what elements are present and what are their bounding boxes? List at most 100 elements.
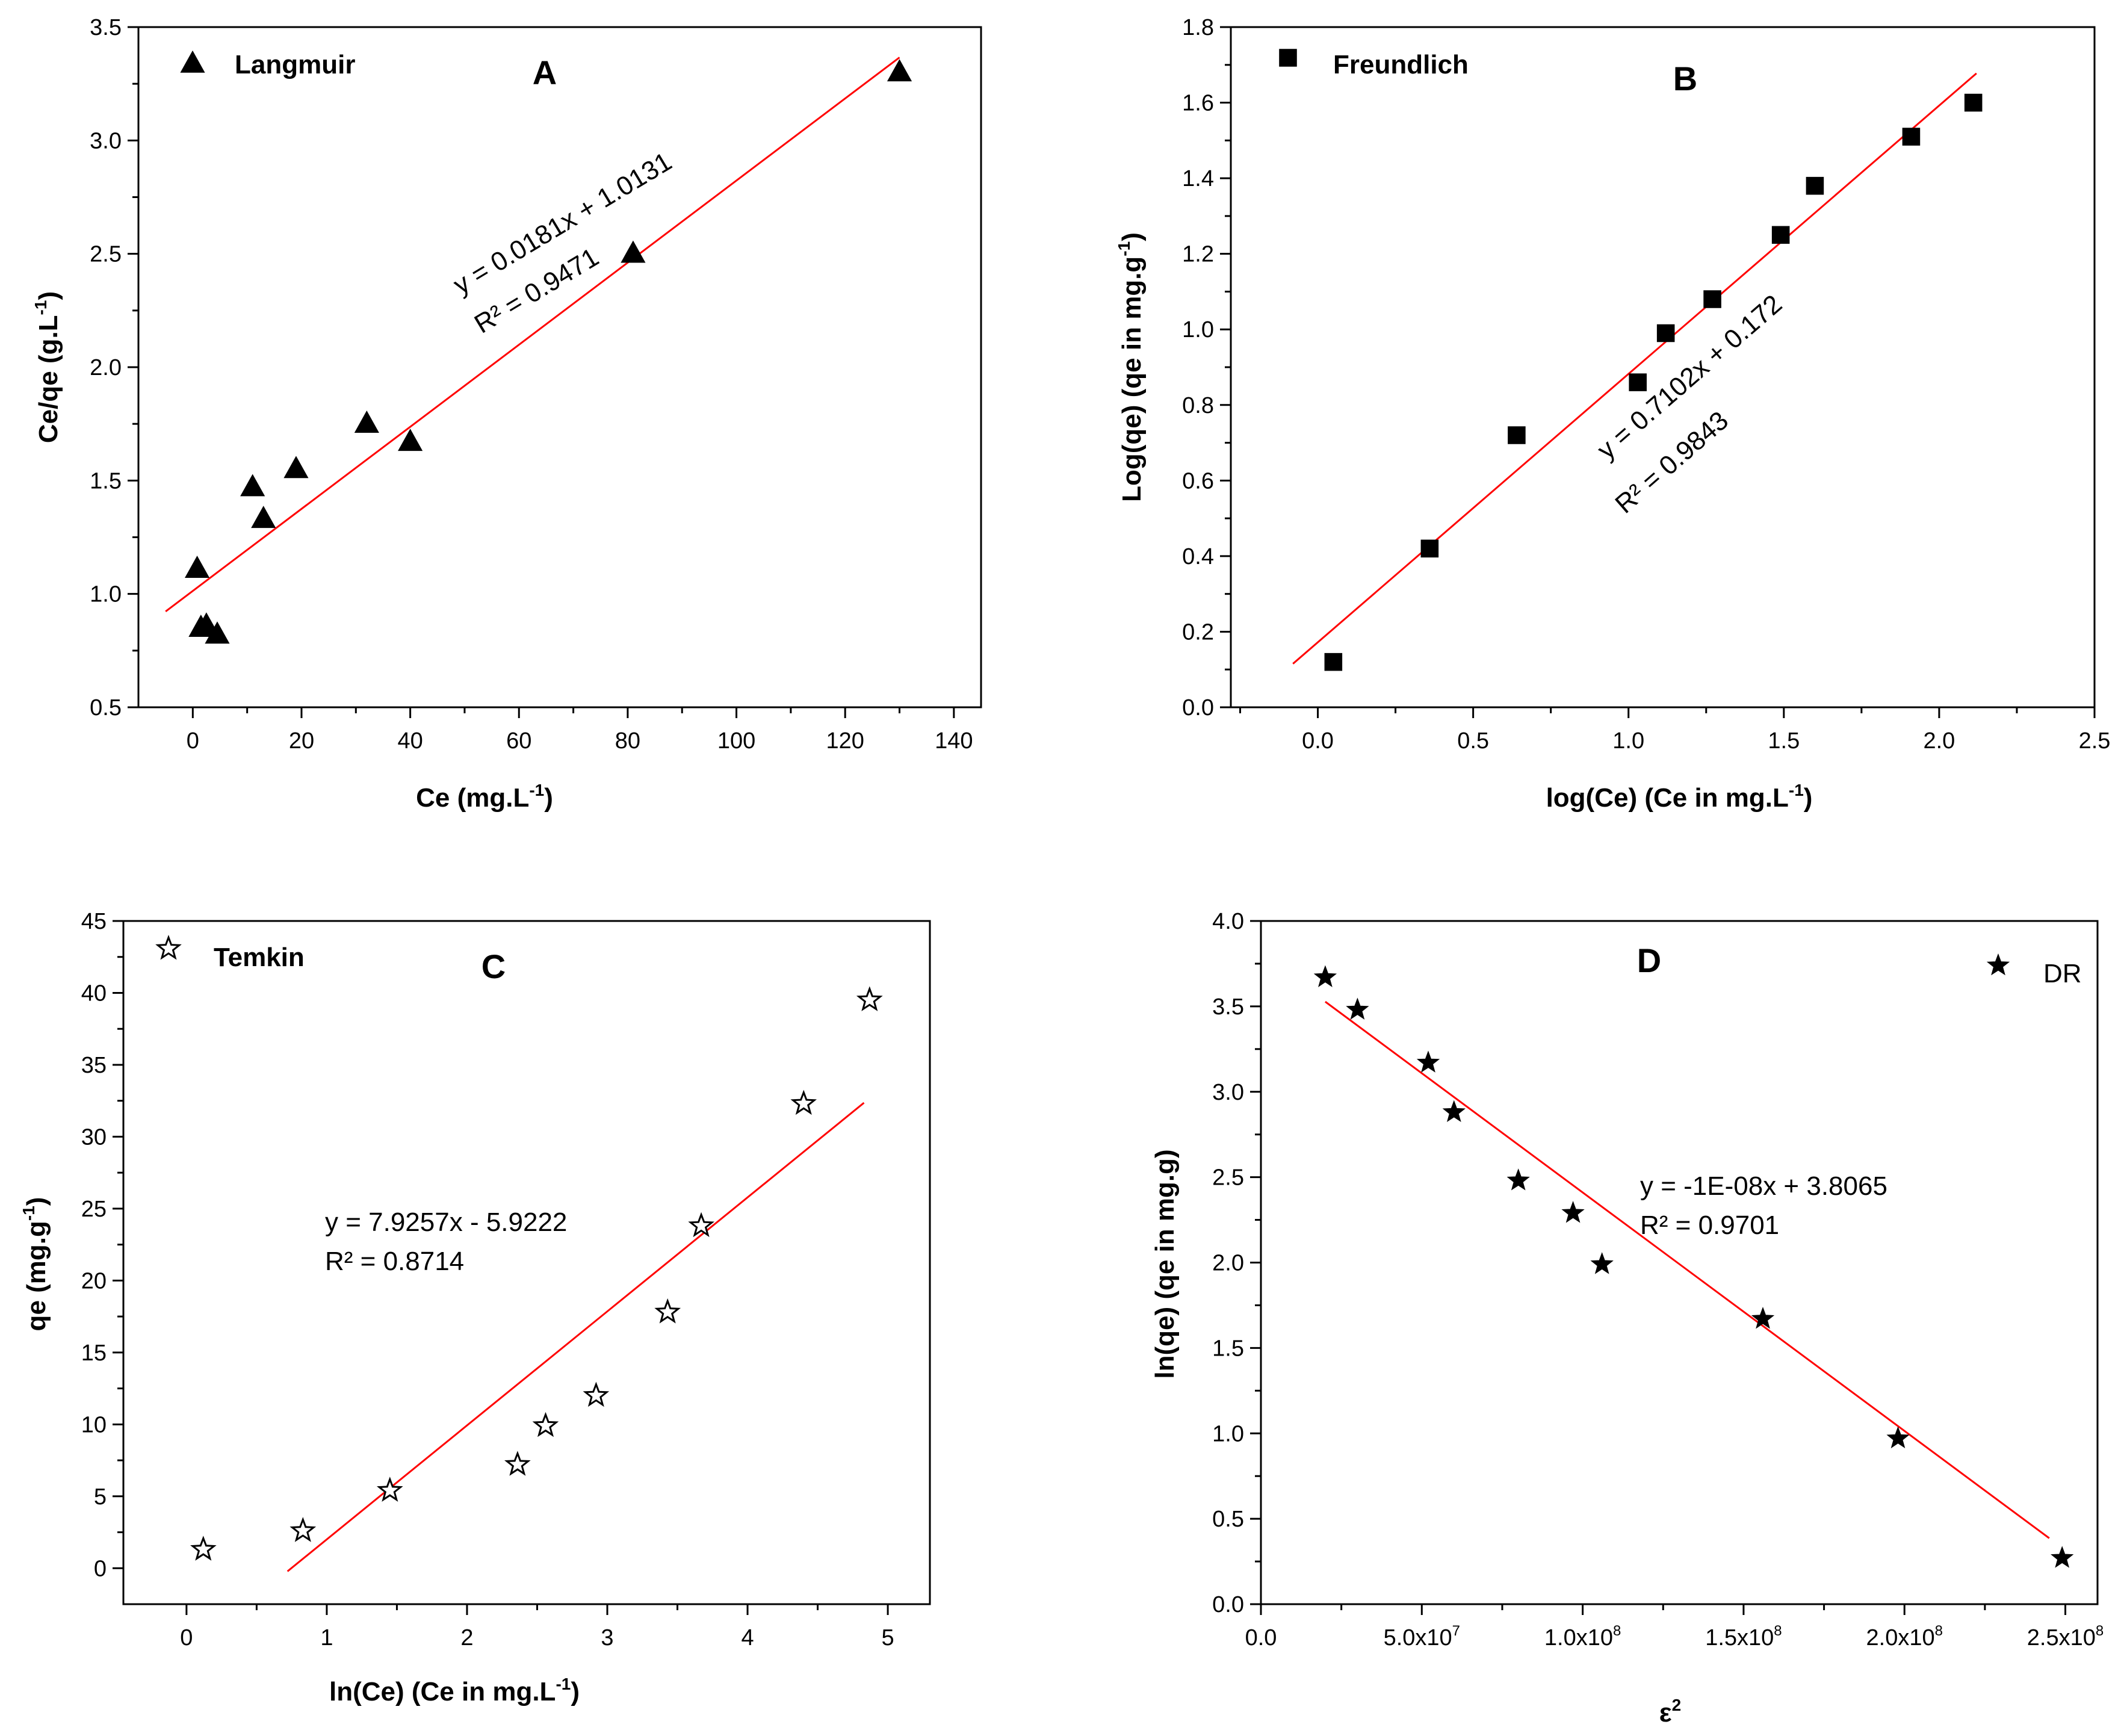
- x-tick-label-text: 0.0: [1302, 728, 1334, 754]
- x-axis-title: log(Ce) (Ce in mg.L-1): [1546, 781, 1813, 813]
- y-tick-label: 0: [94, 1556, 107, 1581]
- x-axis-title: Ce (mg.L-1): [416, 781, 553, 813]
- panel-B: 0.0 0.5 1.0 1.5 2.0 2.5 0.0 0.2 0.4 0.6 0.8 1.0 1.2 1…: [1115, 15, 2110, 813]
- panel-label: B: [1673, 60, 1697, 98]
- fit-equation: y = -1E-08x + 3.8065: [1640, 1171, 1887, 1201]
- x-tick-label: 0: [180, 1625, 193, 1651]
- x-tick-label-text: 20: [289, 728, 314, 754]
- y-tick-label: 2.0: [1212, 1251, 1244, 1276]
- data-point: [205, 621, 230, 644]
- panel-D: 0.0 5.0x107 1.0x108 1.5x108 2.0x108 2.5x1080.…: [1150, 909, 2104, 1728]
- x-tick-label-text: 0.0: [1245, 1625, 1277, 1651]
- x-tick-label-text: 120: [826, 728, 864, 754]
- data-point: [184, 556, 210, 578]
- x-tick-label: 0.0: [1302, 728, 1334, 754]
- data-point: [251, 506, 276, 529]
- xlabel-title-sup: -1: [556, 1675, 571, 1693]
- data-point: [398, 429, 423, 451]
- y-tick-label: 1.4: [1182, 166, 1214, 191]
- x-tick-label-text: 1.0: [1612, 728, 1644, 754]
- data-point: [1806, 176, 1824, 195]
- fit-line: [165, 57, 900, 613]
- plot-frame: [1260, 920, 2099, 1605]
- x-tick-label: 2.0: [1923, 728, 1955, 754]
- x-tick-label-text: 5.0x10: [1384, 1625, 1452, 1651]
- x-tick-label-text: 2.0x10: [1866, 1625, 1935, 1651]
- fit-r-squared: R² = 0.8714: [325, 1247, 464, 1276]
- x-tick-label: 2.0x108: [1866, 1623, 1943, 1651]
- x-tick-label-text: 0.5: [1457, 728, 1489, 754]
- data-point: [1902, 128, 1921, 146]
- data-point: [654, 1298, 681, 1324]
- ylabel-title-text: Log(qe) (qe in mg.g: [1117, 256, 1147, 502]
- y-tick-label: 1.2: [1182, 242, 1214, 267]
- x-tick-label-text: 1.5: [1768, 728, 1800, 754]
- x-tick-label-text: 2.5x10: [2027, 1625, 2096, 1651]
- ylabel-title-tail: ): [1117, 232, 1147, 241]
- panel-A: 0 20 40 60 80 100 120 140 0.5 1.0 1.5 2.0 2.5 3.0 3.5 C…: [31, 15, 982, 813]
- x-tick-label: 80: [615, 728, 640, 754]
- data-point: [283, 456, 309, 479]
- y-tick-label: 1.0: [1182, 317, 1214, 343]
- ylabel-title-sup: -1: [19, 1206, 38, 1221]
- data-point: [1324, 653, 1343, 671]
- ylabel-title-sup: -1: [1115, 241, 1133, 256]
- y-tick-label: 1.8: [1182, 15, 1214, 40]
- x-tick-label: 140: [935, 728, 973, 754]
- x-tick-label: 120: [826, 728, 864, 754]
- x-tick-label-text: 2: [460, 1625, 473, 1651]
- y-axis-title: Log(qe) (qe in mg.g-1): [1115, 232, 1147, 502]
- y-tick-label: 3.5: [1212, 994, 1244, 1020]
- x-tick-label: 4: [741, 1625, 754, 1651]
- y-tick-label: 0.2: [1182, 619, 1214, 645]
- y-tick-label: 0.0: [1212, 1592, 1244, 1617]
- y-tick-label: 20: [81, 1268, 107, 1294]
- y-tick-label: 40: [81, 981, 107, 1006]
- x-tick-label: 1.0x108: [1544, 1623, 1621, 1651]
- xlabel-title-text: log(Ce) (Ce in mg.L: [1546, 783, 1789, 813]
- x-axis-title: ε2: [1659, 1696, 1681, 1728]
- data-point: [1886, 1426, 1910, 1449]
- xlabel-title-sup: 2: [1672, 1696, 1682, 1714]
- y-tick-label: 1.5: [1212, 1336, 1244, 1361]
- y-tick-label: 0.5: [1212, 1507, 1244, 1532]
- xlabel-title-text: ln(Ce) (Ce in mg.L: [329, 1677, 556, 1707]
- svg-text:Log(qe) (qe in mg.g-1): Log(qe) (qe in mg.g-1): [1115, 232, 1147, 502]
- x-tick-label-sup: 8: [1613, 1623, 1621, 1639]
- data-point: [2051, 1546, 2074, 1568]
- y-tick-label: 1.6: [1182, 91, 1214, 116]
- x-tick-label: 100: [717, 728, 755, 754]
- data-point: [1629, 373, 1647, 391]
- x-tick-label-sup: 8: [1935, 1623, 1943, 1639]
- x-tick-label-text: 1.0x10: [1544, 1625, 1613, 1651]
- data-point: [688, 1212, 714, 1238]
- ylabel-title-text: Ce/qe (g.L: [34, 315, 63, 443]
- y-tick-label: 0.4: [1182, 544, 1214, 569]
- y-axis-title: qe (mg.g-1): [19, 1197, 51, 1331]
- data-point: [1420, 539, 1439, 558]
- y-tick-label: 0.5: [90, 695, 122, 721]
- ylabel-title-text: ln(qe) (qe in mg.g): [1150, 1149, 1180, 1378]
- x-tick-label-text: 80: [615, 728, 640, 754]
- y-tick-label: 2.5: [1212, 1165, 1244, 1191]
- svg-text:ln(qe) (qe in mg.g): ln(qe) (qe in mg.g): [1150, 1149, 1180, 1378]
- x-tick-label-sup: 8: [1774, 1623, 1782, 1639]
- svg-text:qe (mg.g-1): qe (mg.g-1): [19, 1197, 51, 1331]
- y-tick-label: 15: [81, 1341, 107, 1366]
- x-tick-label: 20: [289, 728, 314, 754]
- xlabel-title-tail: ): [544, 783, 553, 813]
- legend-label: DR: [2043, 959, 2082, 988]
- data-point: [1346, 997, 1369, 1020]
- x-tick-label: 2: [460, 1625, 473, 1651]
- data-point: [190, 1536, 217, 1561]
- y-tick-label: 0.8: [1182, 393, 1214, 418]
- xlabel-title-text: Ce (mg.L: [416, 783, 529, 813]
- x-tick-label: 60: [506, 728, 531, 754]
- x-tick-label-text: 5: [882, 1625, 894, 1651]
- y-tick-label: 4.0: [1212, 909, 1244, 934]
- x-tick-label: 3: [601, 1625, 613, 1651]
- y-tick-label: 45: [81, 909, 107, 934]
- xlabel-title-tail: ): [1804, 783, 1813, 813]
